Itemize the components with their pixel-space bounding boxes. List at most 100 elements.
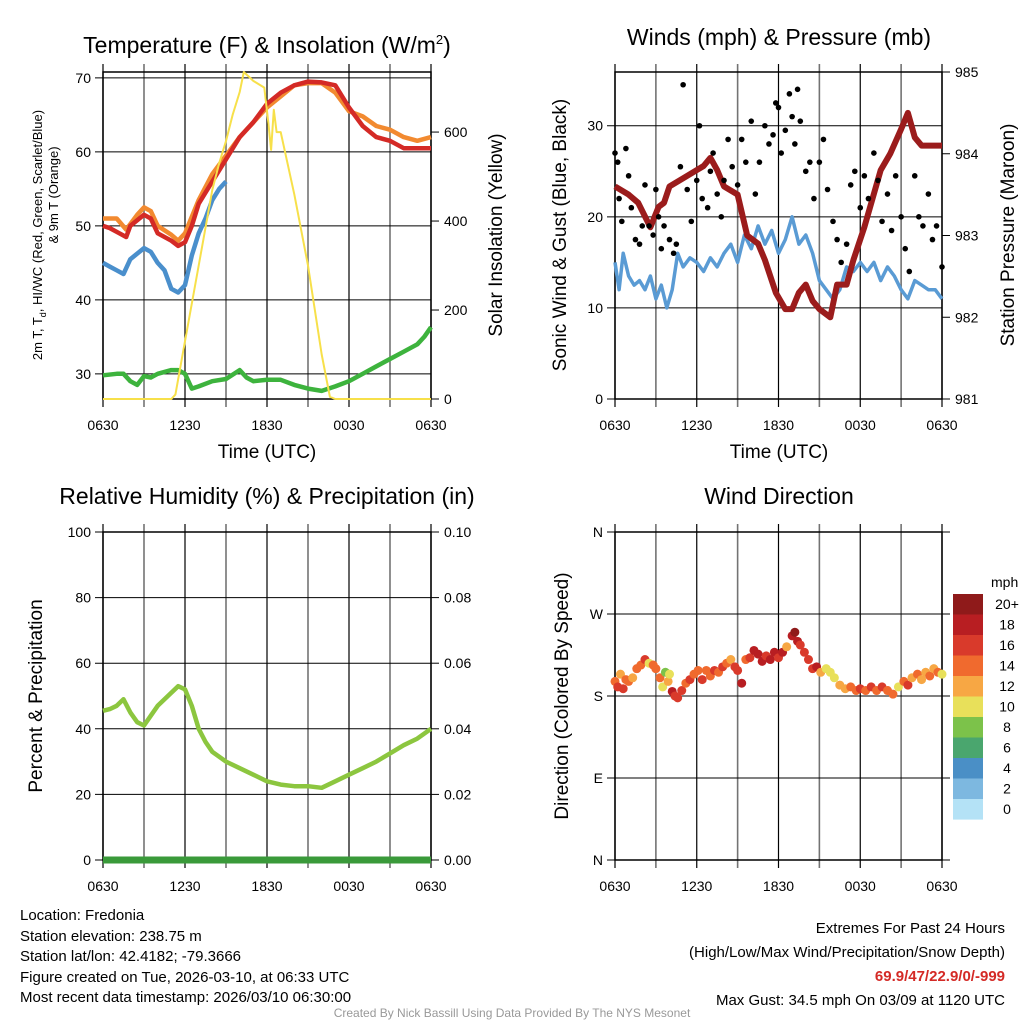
gust-point	[666, 236, 673, 243]
wind-direction-point	[655, 673, 665, 683]
wind-direction-point	[917, 675, 927, 685]
gust-point	[650, 232, 656, 238]
y-tick-label: 60	[75, 144, 91, 160]
right-y-tick-label: 985	[955, 64, 979, 80]
gust-point	[929, 236, 936, 243]
wind-direction-point	[726, 655, 736, 665]
y-tick-label: N	[593, 852, 603, 868]
gust-point	[816, 159, 823, 165]
station-info: Location: Fredonia Station elevation: 23…	[20, 906, 351, 1009]
wind-direction-point	[765, 655, 775, 665]
x-tick-label: 0030	[333, 878, 364, 894]
wind-direction-point	[677, 686, 687, 696]
gust-point	[762, 122, 768, 129]
winds-xlabel: Time (UTC)	[730, 442, 829, 463]
gust-point	[699, 195, 705, 202]
wind-direction-point	[803, 655, 813, 665]
wind-direction-point	[733, 665, 743, 675]
winds-panel: Winds (mph) & Pressure (mb) 0 10 20 30 981 98…	[550, 24, 1019, 463]
gust-point	[786, 91, 793, 97]
colorbar-swatch	[953, 676, 983, 697]
y-tick-label: 50	[75, 218, 91, 234]
y-tick-label: 70	[75, 70, 91, 86]
gust-point	[789, 113, 795, 120]
y-tick-label: E	[594, 770, 603, 786]
gust-point	[830, 218, 836, 225]
temperature-title: Temperature (F) & Insolation (W/m2)	[83, 32, 451, 58]
gust-point	[884, 191, 891, 197]
y-tick-label: 100	[68, 524, 92, 540]
wind-direction-point	[753, 649, 763, 659]
x-tick-label: 0630	[599, 417, 630, 433]
gust-point	[748, 118, 755, 124]
wind-direction-point	[673, 693, 683, 703]
right-y-tick-label: 984	[955, 146, 979, 162]
x-tick-label: 1230	[681, 417, 712, 433]
y-tick-label: 0	[83, 852, 91, 868]
gust-point	[820, 136, 827, 143]
wind-direction-point	[903, 680, 913, 690]
colorbar-label: 20+	[995, 596, 1019, 612]
series-td	[102, 325, 433, 394]
gust-point	[729, 163, 735, 170]
gust-point	[642, 182, 648, 188]
y-tick-label: 20	[75, 786, 91, 802]
y-tick-label: 30	[75, 366, 91, 382]
series-hi-wc	[101, 179, 228, 295]
temperature-ylabel-line1: 2m T, Td, HI/WC (Red, Green, Scarlet/Blu…	[30, 110, 48, 360]
right-y-tick-label: 0.10	[444, 524, 471, 540]
gust-point	[906, 268, 913, 275]
x-tick-label: 0630	[415, 417, 446, 433]
gust-point	[852, 168, 858, 175]
x-tick-label: 0030	[845, 417, 876, 433]
gust-point	[834, 236, 840, 243]
right-y-tick-label: 600	[444, 124, 468, 140]
right-y-tick-label: 983	[955, 228, 979, 244]
wind-direction-point	[693, 665, 703, 675]
gust-point	[688, 218, 695, 225]
y-tick-label: 10	[587, 300, 603, 316]
colorbar-label: 16	[999, 637, 1015, 653]
wind-direction-point	[829, 673, 839, 683]
gust-point	[661, 223, 667, 229]
speed-colorbar: 20+ 18 16 14 12 10 8 6 4 2 0	[953, 594, 1019, 820]
colorbar-swatch	[953, 778, 983, 800]
gust-point	[619, 218, 625, 225]
series-relative-humidity	[102, 683, 433, 791]
colorbar-swatch	[953, 614, 983, 636]
gust-point	[734, 182, 741, 188]
gust-point	[756, 159, 763, 165]
max-gust-text: Max Gust: 34.5 mph On 03/09 at 1120 UTC	[715, 992, 1005, 1009]
extremes-values: 69.9/47/22.9/0/-999	[874, 968, 1005, 985]
colorbar-swatch	[953, 635, 983, 656]
wind-direction-point	[658, 682, 668, 692]
gust-point	[871, 150, 877, 156]
x-tick-label: 1230	[169, 878, 200, 894]
colorbar-swatch	[953, 655, 983, 677]
y-tick-label: 20	[587, 209, 603, 225]
gust-point	[673, 241, 680, 247]
gust-point	[752, 191, 759, 197]
x-tick-label: 0630	[926, 417, 957, 433]
y-tick-label: N	[593, 524, 603, 540]
wind-direction-point	[937, 669, 947, 679]
wind-direction-point	[888, 689, 898, 699]
y-tick-label: 0	[595, 391, 603, 407]
wind-direction-point	[628, 673, 638, 683]
colorbar-label: 4	[1003, 760, 1011, 776]
wind-direction-point	[795, 640, 805, 650]
gust-point	[807, 159, 813, 165]
gust-point	[892, 173, 899, 179]
colorbar-swatch	[953, 799, 983, 820]
gust-point	[628, 204, 635, 211]
gust-point	[847, 182, 854, 188]
wind-direction-ylabel: Direction (Colored By Speed)	[552, 572, 573, 819]
colorbar-label: 8	[1003, 719, 1011, 735]
wind-direction-point	[665, 669, 674, 679]
gust-point	[766, 141, 772, 147]
wind-direction-point	[893, 682, 903, 692]
created-text: Figure created on Tue, 2026-03-10, at 06…	[20, 968, 350, 986]
plot-frame	[614, 71, 943, 400]
gust-point	[636, 241, 643, 247]
